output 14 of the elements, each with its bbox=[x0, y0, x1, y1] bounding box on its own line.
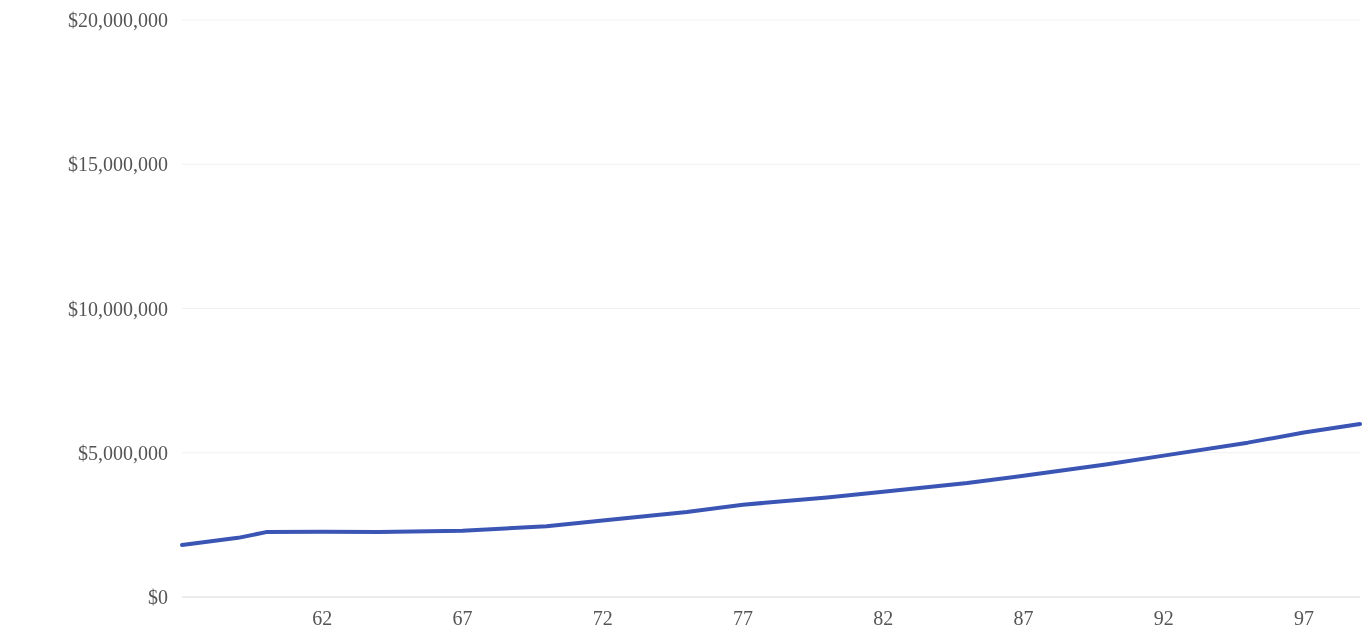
y-tick-label: $10,000,000 bbox=[68, 297, 168, 320]
y-tick-label: $0 bbox=[148, 586, 168, 608]
x-tick-label: 72 bbox=[592, 607, 613, 629]
x-tick-label: 87 bbox=[1013, 607, 1034, 629]
x-tick-label: 92 bbox=[1153, 607, 1174, 629]
y-tick-label: $5,000,000 bbox=[78, 441, 168, 464]
x-tick-label: 82 bbox=[873, 607, 894, 629]
x-tick-label: 62 bbox=[312, 607, 333, 629]
x-tick-label: 97 bbox=[1293, 607, 1314, 629]
x-tick-label: 67 bbox=[452, 607, 473, 629]
line-series bbox=[180, 421, 1362, 548]
y-tick-label: $15,000,000 bbox=[68, 153, 168, 176]
y-tick-label: $20,000,000 bbox=[68, 9, 168, 31]
x-tick-label: 77 bbox=[732, 607, 753, 629]
